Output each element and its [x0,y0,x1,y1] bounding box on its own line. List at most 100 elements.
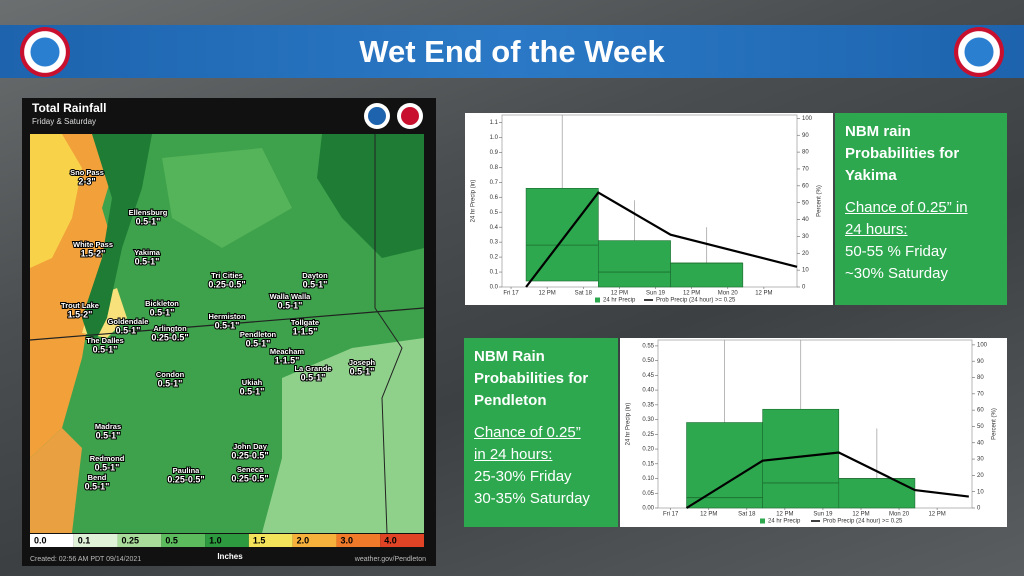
heaviest-rain-area [30,134,82,268]
place-name: Seneca [237,465,264,474]
y2-tick-label: 20 [802,251,809,257]
map-shading [29,134,425,534]
place-amount: 0.5-1" [350,366,375,376]
legend-label: 24 hr Precip [603,298,636,304]
place-name: Ukiah [242,378,263,387]
y-tick-label: 0.45 [642,373,654,379]
panel-chance: Chance of 0.25” in 24 hours: [845,199,968,238]
place-amount: 0.5-1" [150,307,175,317]
y2-tick-label: 80 [802,150,809,156]
place-name: Tollgate [291,318,319,327]
place-name: Arlington [153,324,187,333]
precip-box [670,262,744,288]
place-amount: 0.5-1" [246,338,271,348]
place-name: Condon [156,370,185,379]
scale-label: 1.5 [253,535,266,545]
place-name: Meacham [270,347,305,356]
place-name: Paulina [173,466,201,475]
place-name: The Dalles [86,336,124,345]
heavy-rain-area [30,428,82,533]
source-note: weather.gov/Pendleton [354,556,426,563]
x-tick-label: Fri 17 [503,291,519,297]
place-amount: 0.5-1" [85,481,110,491]
y2-tick-label: 60 [977,408,984,414]
y2-tick-label: 50 [977,424,984,430]
place-name: Ellensburg [129,208,168,217]
probability-line [525,191,798,288]
place-amount: 1.5-2" [68,309,93,319]
precip-box [686,422,763,509]
y-tick-label: 0.55 [642,343,654,349]
place-name: Joseph [349,358,376,367]
y2-tick-label: 90 [802,133,809,139]
scale-swatch [73,534,118,547]
place-amount: 0.5-1" [158,378,183,388]
y2-tick-label: 100 [977,342,988,348]
y-tick-label: 1.1 [490,120,499,126]
y2-axis-label: Percent (%) [992,408,998,440]
mid-rain-area [162,148,292,248]
place-amount: 0.25-0.5" [231,450,268,460]
place-amount: 0.5-1" [95,462,120,472]
place-name: Madras [95,422,121,431]
scale-unit: Inches [217,552,243,561]
place-name: Tri Cities [211,271,243,280]
place-amount: 0.5-1" [215,320,240,330]
rainfall-map: Total Rainfall Friday & Saturday Sno Pas… [22,98,436,566]
y2-tick-label: 70 [977,391,984,397]
y2-tick-label: 30 [802,234,809,240]
place-name: Sno Pass [70,168,104,177]
x-tick-label: Sun 19 [813,512,833,518]
y2-tick-label: 70 [802,167,809,173]
place-name: Redmond [90,454,125,463]
x-tick-label: 12 PM [928,512,945,518]
scale-label: 3.0 [340,535,353,545]
panel-line: 30-35% Saturday [474,490,590,507]
y-tick-label: 0.10 [642,476,654,482]
y-tick-label: 0.4 [490,225,499,231]
scale-swatch [336,534,381,547]
y-tick-label: 0.20 [642,447,654,453]
x-tick-label: Sat 18 [738,512,756,518]
x-tick-label: 12 PM [700,512,717,518]
x-tick-label: 12 PM [611,291,628,297]
legend-swatch [760,518,765,524]
scale-swatch [248,534,293,547]
state-border [374,134,403,534]
place-name: Hermiston [208,312,246,321]
y2-tick-label: 40 [977,440,984,446]
y-tick-label: 0.5 [490,210,499,216]
place-amount: 0.5-1" [301,372,326,382]
y-tick-label: 0.1 [490,270,499,276]
x-tick-label: 12 PM [683,291,700,297]
y2-tick-label: 10 [977,489,984,495]
place-amount: 0.5-1" [116,325,141,335]
y-tick-label: 0.05 [642,491,654,497]
scale-swatch [117,534,162,547]
y2-tick-label: 50 [802,200,809,206]
place-amount: 2-3" [78,176,95,186]
scale-swatch [30,534,74,547]
place-name: Yakima [134,248,161,257]
place-name: White Pass [73,240,113,249]
place-amount: 0.25-0.5" [167,474,204,484]
place-name: Pendleton [240,330,277,339]
y-axis-label: 24 hr Precip (in) [626,403,632,446]
place-name: Goldendale [108,317,149,326]
map-title: Total Rainfall [32,101,106,115]
y-tick-label: 0.40 [642,388,654,394]
y-tick-label: 0.25 [642,432,654,438]
y2-tick-label: 20 [977,473,984,479]
panel-line: 50-55 % Friday [845,243,947,260]
y-tick-label: 0.6 [490,195,499,201]
x-tick-label: 12 PM [538,291,555,297]
yakima-chart: 0.0 0.1 0.2 0.3 0.4 0.5 0.6 0.7 0.8 0.9 1.0 1.1 0 10 2… [465,113,833,305]
place-amount: 0.5-1" [96,430,121,440]
noaa-badge-inner [368,107,386,125]
pendleton-panel: NBM Rain Probabilities for Pendleton Cha… [464,338,618,527]
slide-title: Wet End of the Week [359,34,665,69]
panel-chance: Chance of 0.25” in 24 hours: [474,424,581,463]
nws-badge-inner [401,107,419,125]
place-name: Bend [88,473,107,482]
